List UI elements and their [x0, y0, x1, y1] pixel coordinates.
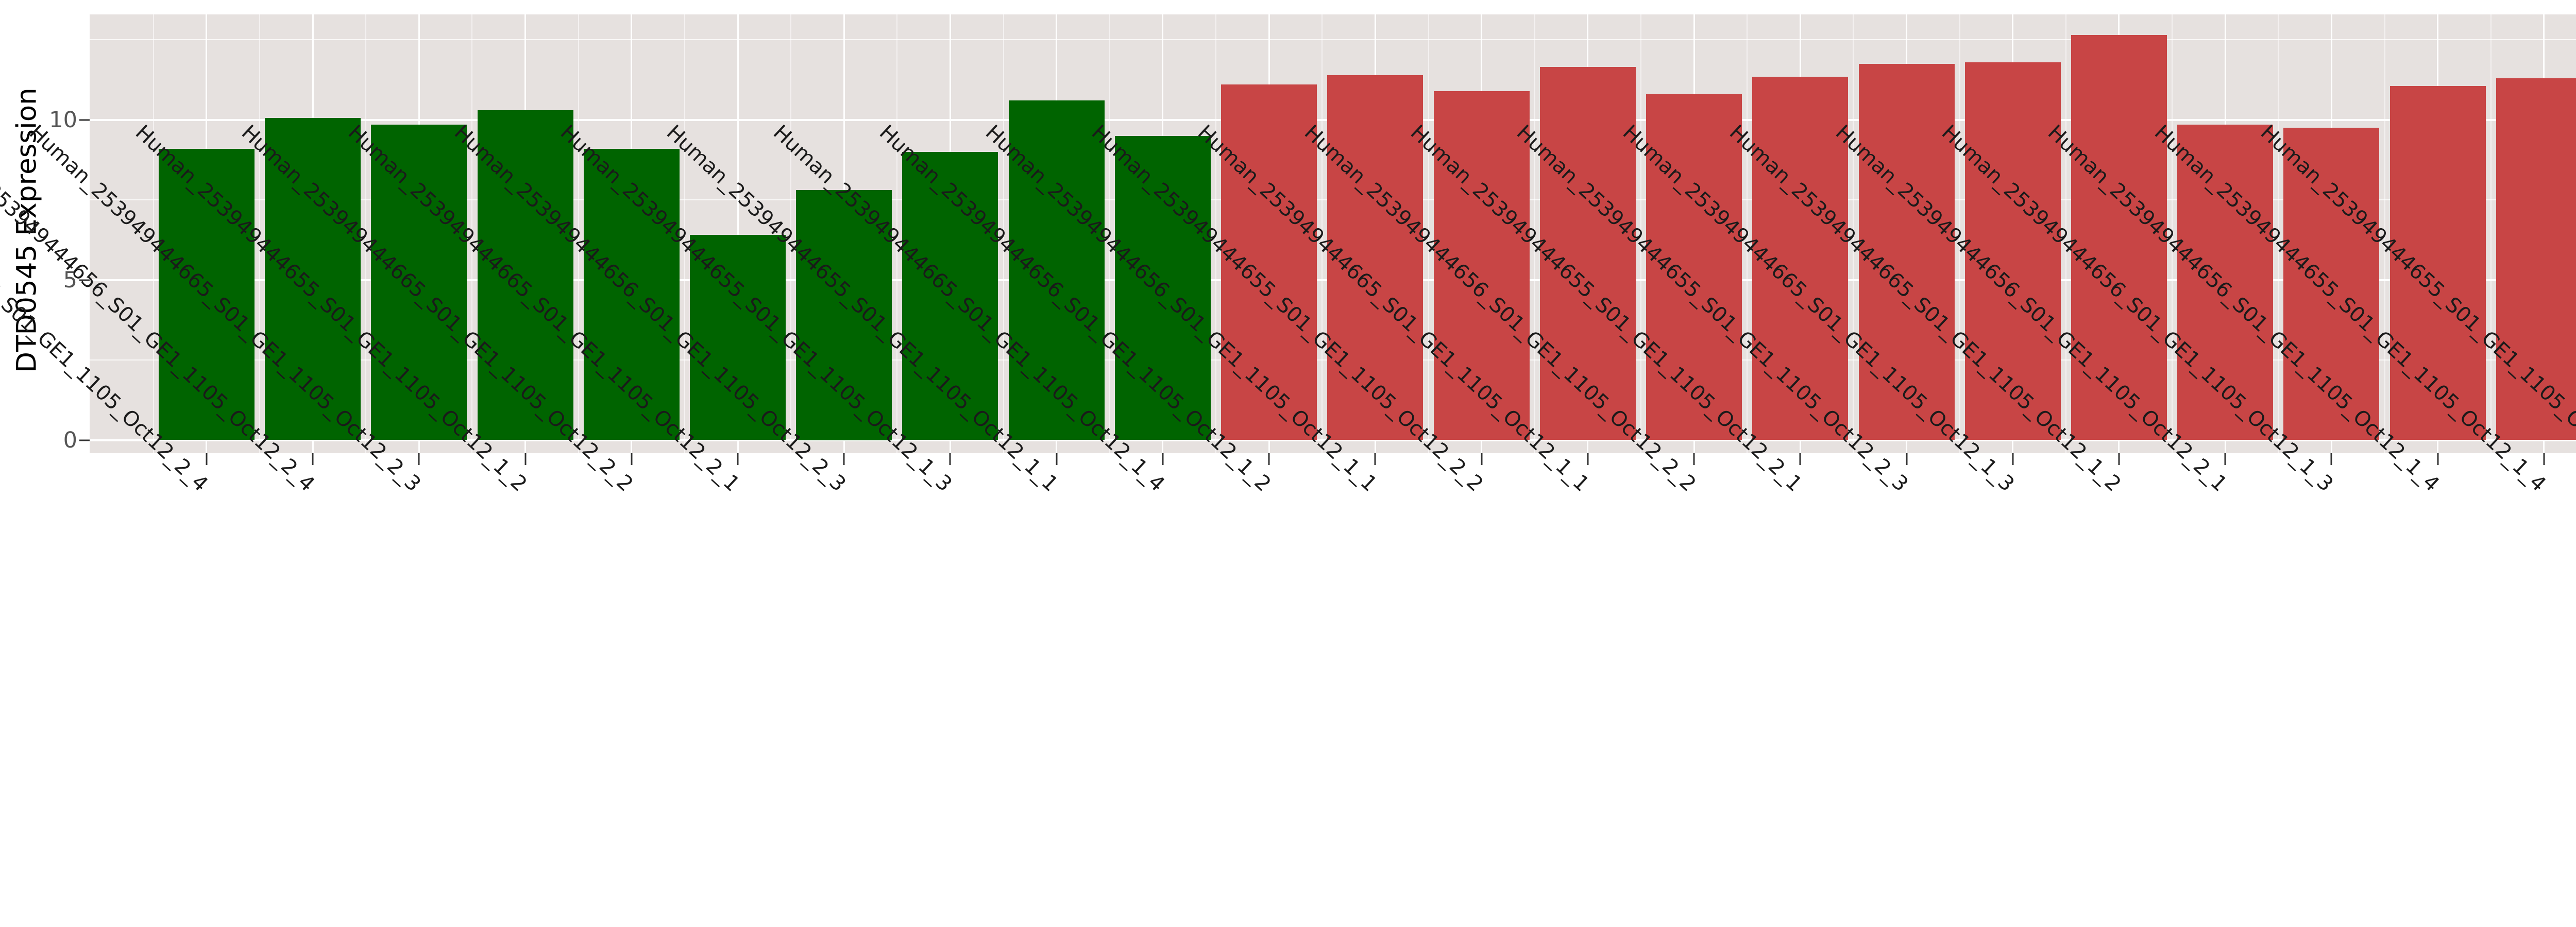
bar	[1433, 91, 1530, 440]
gridline-y-minor	[90, 39, 2576, 41]
gridline-x-minor	[2384, 14, 2385, 453]
gridline-x-minor	[1215, 14, 1217, 453]
plot-panel	[90, 14, 2576, 453]
x-tick-mark	[949, 453, 951, 465]
x-tick-mark	[1481, 453, 1483, 465]
gridline-y-major	[90, 439, 2576, 441]
gridline-x-minor	[1640, 14, 1641, 453]
x-tick-mark	[631, 453, 633, 465]
gridline-x-minor	[2065, 14, 2066, 453]
x-tick-mark	[1906, 453, 1908, 465]
gridline-x-minor	[2172, 14, 2173, 453]
gridline-x-minor	[1003, 14, 1004, 453]
gridline-x-minor	[790, 14, 792, 453]
x-tick-mark	[418, 453, 420, 465]
gridline-x-minor	[1321, 14, 1323, 453]
bar	[2177, 124, 2274, 440]
gridline-x-minor	[152, 14, 154, 453]
x-tick-mark	[2224, 453, 2226, 465]
bar	[690, 235, 786, 440]
gridline-x-minor	[578, 14, 579, 453]
bar	[1858, 63, 1955, 440]
x-tick-mark	[1268, 453, 1270, 465]
x-tick-mark	[524, 453, 527, 465]
x-tick-mark	[1162, 453, 1164, 465]
gridline-x-minor	[259, 14, 260, 453]
gridline-x-minor	[1534, 14, 1535, 453]
y-tick-label: 0	[63, 427, 77, 453]
x-tick-mark	[1799, 453, 1801, 465]
y-tick-mark	[79, 439, 90, 441]
x-tick-mark	[1374, 453, 1376, 465]
bar	[1114, 135, 1211, 440]
gridline-x-minor	[1959, 14, 1960, 453]
x-tick-mark	[206, 453, 208, 465]
gridline-x-minor	[1428, 14, 1429, 453]
x-tick-mark	[2437, 453, 2439, 465]
bar	[1221, 84, 1317, 440]
bar	[2389, 86, 2486, 440]
x-tick-mark	[2330, 453, 2332, 465]
bar	[371, 124, 467, 440]
y-tick-label: 10	[49, 107, 77, 133]
bar	[1964, 62, 2061, 440]
bar	[2071, 35, 2167, 440]
gridline-x-minor	[684, 14, 685, 453]
gridline-x-minor	[896, 14, 898, 453]
x-tick-mark	[737, 453, 739, 465]
y-tick-mark	[79, 279, 90, 281]
gridline-x-minor	[2490, 14, 2492, 453]
bar	[1752, 76, 1849, 440]
x-tick-mark	[1587, 453, 1589, 465]
bar	[158, 148, 255, 440]
bar	[2496, 78, 2576, 440]
bar	[796, 190, 892, 440]
y-tick-label: 5	[63, 267, 77, 293]
gridline-x-minor	[365, 14, 367, 453]
gridline-x-minor	[471, 14, 473, 453]
gridline-x-major	[737, 14, 739, 453]
bar	[1646, 94, 1742, 440]
gridline-x-minor	[1109, 14, 1110, 453]
bar	[1008, 100, 1105, 440]
gridline-x-minor	[1853, 14, 1854, 453]
bar	[2283, 128, 2380, 440]
bar	[1539, 66, 1636, 440]
bar	[583, 148, 680, 440]
x-tick-mark	[2118, 453, 2120, 465]
gridline-x-minor	[1747, 14, 1748, 453]
x-tick-mark	[2012, 453, 2014, 465]
bar	[477, 110, 573, 440]
x-tick-mark	[312, 453, 314, 465]
gridline-x-minor	[2278, 14, 2279, 453]
x-tick-mark	[2543, 453, 2545, 465]
y-tick-mark	[79, 119, 90, 121]
bar	[902, 151, 998, 440]
bar	[265, 118, 361, 440]
bar	[1327, 75, 1423, 440]
x-tick-mark	[1056, 453, 1058, 465]
x-tick-mark	[843, 453, 845, 465]
x-tick-mark	[1693, 453, 1695, 465]
